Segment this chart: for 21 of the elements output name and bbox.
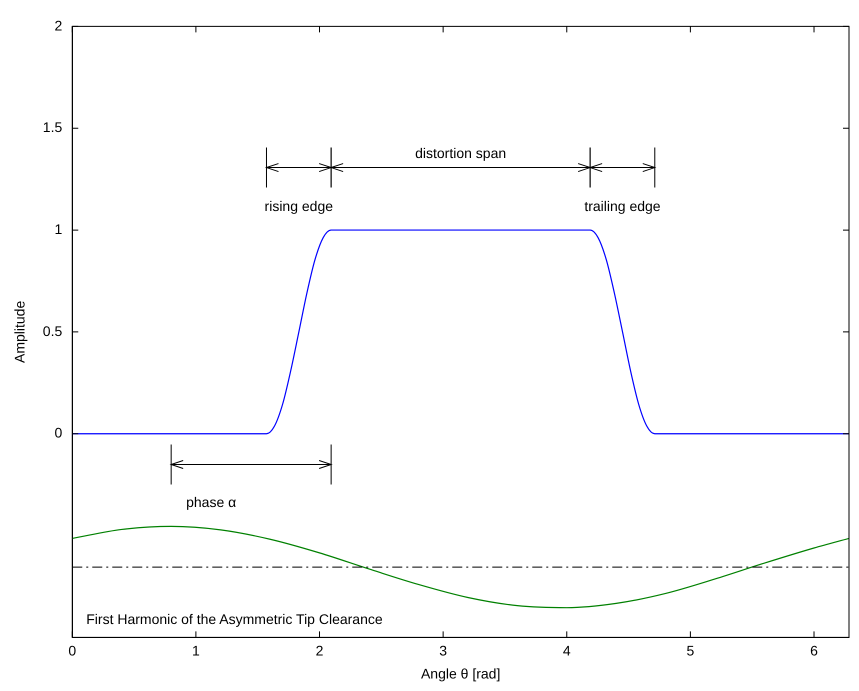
- line-series: [72, 526, 849, 608]
- y-tick-label: 1.5: [42, 119, 62, 136]
- annotation: phase α: [186, 494, 236, 510]
- y-axis-title: Amplitude: [11, 300, 28, 364]
- annotation: rising edge: [264, 198, 334, 214]
- x-axis-title: Angle θ [rad]: [420, 665, 500, 682]
- y-tick-label: 0: [54, 424, 62, 441]
- y-tick-label: 1: [54, 220, 62, 237]
- x-tick-label: 6: [810, 642, 818, 659]
- annotation: distortion span: [415, 144, 506, 161]
- y-tick-label: 0.5: [42, 322, 62, 339]
- annotation: First Harmonic of the Asymmetric Tip Clearance: [86, 611, 383, 628]
- x-tick-label: 4: [562, 642, 571, 659]
- x-tick-label: 1: [192, 642, 200, 659]
- x-tick-label: 2: [316, 642, 324, 659]
- x-tick-label: 5: [686, 642, 694, 659]
- x-tick-label: 0: [68, 642, 76, 659]
- annotation: trailing edge: [584, 198, 661, 214]
- x-tick-label: 3: [439, 642, 448, 659]
- line-series: [72, 229, 849, 434]
- y-tick-label: 2: [54, 17, 62, 34]
